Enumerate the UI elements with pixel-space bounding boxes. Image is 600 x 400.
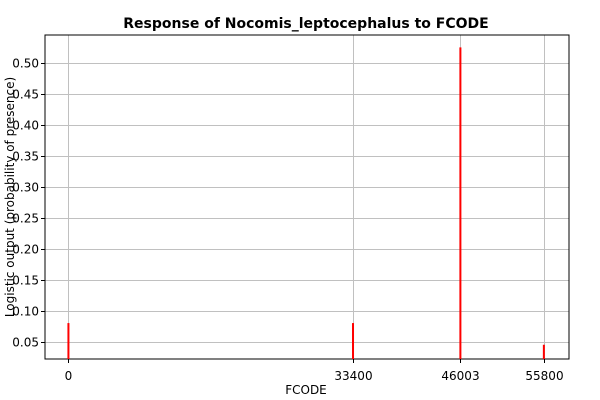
x-axis-label: FCODE — [285, 383, 327, 397]
x-tick-label: 0 — [65, 369, 73, 383]
y-tick-label: 0.05 — [12, 336, 39, 350]
y-tick-label: 0.20 — [12, 243, 39, 257]
y-axis-label: Logistic output (probability of presence… — [3, 77, 17, 317]
plot-area-frame — [44, 34, 570, 360]
data-bar — [542, 344, 545, 359]
y-tick-label: 0.40 — [12, 119, 39, 133]
x-tick-label: 33400 — [334, 369, 372, 383]
y-tick-label: 0.30 — [12, 181, 39, 195]
y-tick-label: 0.45 — [12, 88, 39, 102]
chart-title: Response of Nocomis_leptocephalus to FCO… — [123, 16, 488, 32]
x-tick-label: 55800 — [525, 369, 563, 383]
x-tick-label: 46003 — [441, 369, 479, 383]
data-bars — [67, 47, 545, 360]
data-bar — [67, 323, 70, 359]
data-bar — [459, 47, 462, 360]
data-bar — [352, 323, 355, 359]
y-tick-label: 0.15 — [12, 274, 39, 288]
y-tick-label: 0.25 — [12, 212, 39, 226]
y-tick-label: 0.50 — [12, 57, 39, 71]
y-axis-ticks: 0.05 0.10 0.15 0.20 0.25 0.30 0.35 0.40 0.45 0.50 — [12, 57, 45, 350]
y-tick-label: 0.35 — [12, 150, 39, 164]
x-axis-ticks: 0 33400 46003 55800 — [65, 359, 564, 383]
y-tick-label: 0.10 — [12, 305, 39, 319]
